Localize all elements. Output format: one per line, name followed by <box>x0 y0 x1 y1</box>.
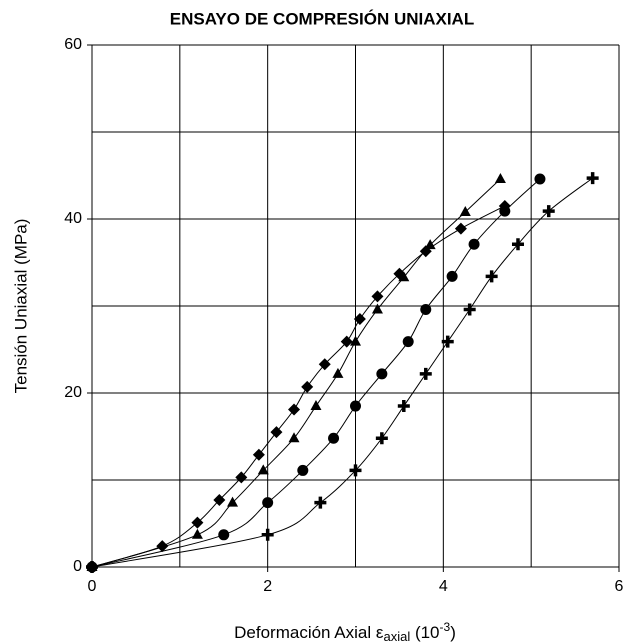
series-line <box>91 177 593 568</box>
marker-plus <box>86 561 98 573</box>
marker-triangle <box>227 496 239 507</box>
marker-circle <box>376 368 388 380</box>
y-tick-label: 60 <box>64 36 82 53</box>
marker-diamond <box>213 494 226 507</box>
series-line <box>91 178 501 568</box>
marker-triangle <box>350 335 361 346</box>
x-label-exp: -3 <box>440 620 451 634</box>
marker-plus <box>349 464 362 477</box>
marker-diamond <box>454 222 467 235</box>
y-tick-label: 40 <box>64 210 82 227</box>
marker-triangle <box>257 464 269 475</box>
x-tick-label: 0 <box>88 578 97 595</box>
marker-plus <box>542 205 555 218</box>
marker-diamond <box>318 358 331 371</box>
x-tick-label: 2 <box>263 578 272 595</box>
marker-triangle <box>494 172 506 183</box>
marker-diamond <box>301 380 314 393</box>
chart-title: ENSAYO DE COMPRESIÓN UNIAXIAL <box>170 9 474 28</box>
x-tick-label: 4 <box>439 578 448 595</box>
marker-diamond <box>288 403 301 416</box>
marker-plus <box>419 367 432 380</box>
x-label-symbol: ε <box>376 623 384 642</box>
marker-plus <box>375 432 388 445</box>
y-tick-label: 20 <box>64 384 82 401</box>
marker-plus <box>485 270 498 283</box>
x-label-unit: (10 <box>410 623 439 642</box>
y-tick-label: 0 <box>73 558 82 575</box>
marker-triangle <box>371 303 383 314</box>
marker-plus <box>397 400 410 413</box>
marker-circle <box>468 238 480 250</box>
marker-circle <box>218 529 230 541</box>
marker-diamond <box>371 290 384 303</box>
marker-diamond <box>353 313 366 326</box>
marker-circle <box>297 464 309 476</box>
marker-circle <box>402 336 414 348</box>
marker-plus <box>586 172 599 185</box>
marker-diamond <box>252 448 265 461</box>
marker-circle <box>350 400 361 412</box>
marker-triangle <box>332 367 344 378</box>
marker-triangle <box>398 271 410 282</box>
marker-diamond <box>340 335 353 348</box>
marker-plus <box>314 496 327 509</box>
marker-diamond <box>191 516 204 529</box>
x-axis-label: Deformación Axial εaxial (10-3) <box>234 620 456 644</box>
marker-circle <box>446 270 458 282</box>
marker-triangle <box>191 528 203 539</box>
y-axis-label: Tensión Uniaxial (MPa) <box>11 219 30 394</box>
x-label-close: ) <box>450 623 456 642</box>
x-tick-label: 6 <box>615 578 624 595</box>
series-line <box>91 178 541 568</box>
x-label-sub: axial <box>383 629 410 644</box>
marker-plus <box>511 238 524 251</box>
marker-diamond <box>270 426 283 439</box>
marker-circle <box>499 205 511 217</box>
marker-circle <box>328 432 340 444</box>
marker-circle <box>534 173 546 185</box>
x-label-text: Deformación Axial <box>234 623 376 642</box>
marker-plus <box>261 528 274 541</box>
marker-triangle <box>424 239 436 250</box>
marker-circle <box>262 497 274 509</box>
marker-triangle <box>310 400 322 411</box>
marker-diamond <box>235 471 248 484</box>
marker-circle <box>420 303 432 315</box>
marker-triangle <box>459 206 471 217</box>
marker-triangle <box>288 432 300 443</box>
marker-plus <box>441 335 454 348</box>
marker-diamond <box>156 540 169 553</box>
marker-plus <box>463 303 476 316</box>
